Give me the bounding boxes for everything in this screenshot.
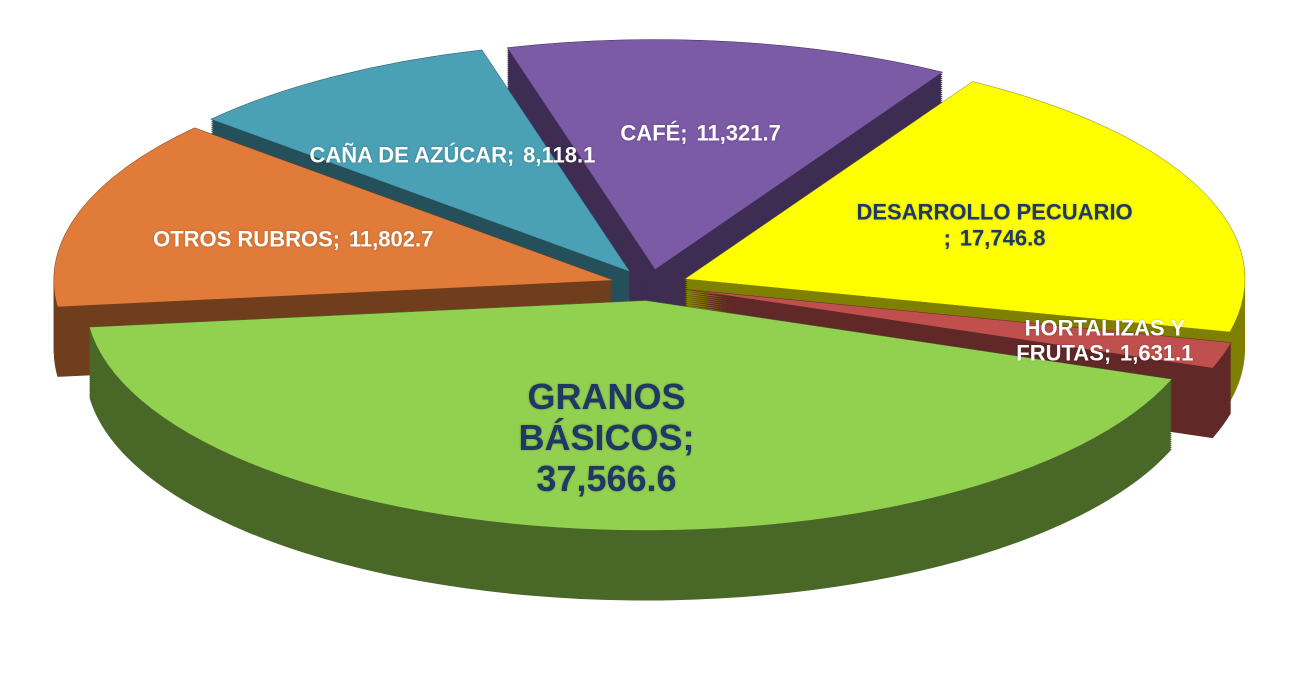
label-value: 17,746.8 xyxy=(959,225,1046,251)
data-label: HORTALIZAS Y FRUTAS; 1,631.1 xyxy=(955,316,1255,367)
label-category: OTROS RUBROS; xyxy=(153,226,341,252)
label-category: CAFÉ; xyxy=(620,120,688,146)
label-value: 37,566.6 xyxy=(536,458,677,500)
data-label: OTROS RUBROS; 11,802.7 xyxy=(143,226,443,251)
data-label: GRANOS BÁSICOS; 37,566.6 xyxy=(477,375,737,499)
label-category: HORTALIZAS Y FRUTAS; xyxy=(1016,315,1186,366)
label-value: 11,321.7 xyxy=(696,120,781,146)
slice xyxy=(53,127,614,308)
data-label: CAÑA DE AZÚCAR; 8,118.1 xyxy=(302,142,602,167)
slice xyxy=(684,81,1246,333)
slice xyxy=(210,49,631,273)
label-category: DESARROLLO PECUARIO ; xyxy=(856,199,1133,251)
label-value: 8,118.1 xyxy=(523,141,596,167)
label-category: CAÑA DE AZÚCAR; xyxy=(309,141,515,167)
data-label: CAFÉ; 11,321.7 xyxy=(551,120,851,145)
slice xyxy=(686,289,1232,369)
label-value: 1,631.1 xyxy=(1120,340,1194,366)
slice xyxy=(89,300,1173,531)
slice xyxy=(506,39,944,270)
label-category: GRANOS BÁSICOS; xyxy=(518,375,695,458)
label-value: 11,802.7 xyxy=(348,226,434,252)
data-label: DESARROLLO PECUARIO ; 17,746.8 xyxy=(845,200,1145,251)
